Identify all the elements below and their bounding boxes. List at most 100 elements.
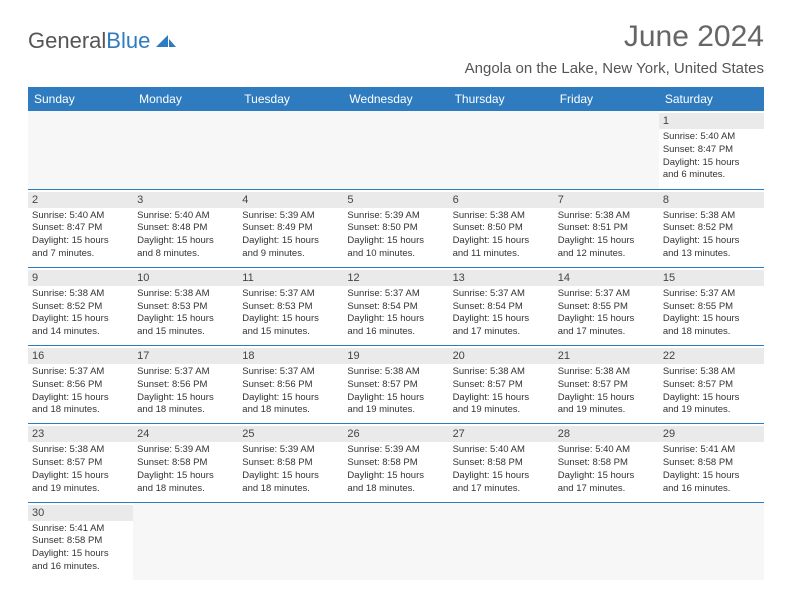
info-line: and 19 minutes.	[663, 404, 760, 417]
info-line: Sunrise: 5:38 AM	[347, 366, 444, 379]
calendar-body: 1Sunrise: 5:40 AMSunset: 8:47 PMDaylight…	[28, 111, 764, 580]
calendar-cell: 8Sunrise: 5:38 AMSunset: 8:52 PMDaylight…	[659, 189, 764, 267]
info-line: Sunset: 8:52 PM	[663, 222, 760, 235]
calendar-cell	[28, 111, 133, 189]
info-line: and 14 minutes.	[32, 326, 129, 339]
info-line: Daylight: 15 hours	[558, 313, 655, 326]
day-number: 20	[449, 348, 554, 364]
info-line: Sunset: 8:48 PM	[137, 222, 234, 235]
info-line: Sunset: 8:56 PM	[32, 379, 129, 392]
day-number: 2	[28, 192, 133, 208]
day-info: Sunrise: 5:39 AMSunset: 8:58 PMDaylight:…	[347, 444, 444, 495]
day-info: Sunrise: 5:39 AMSunset: 8:58 PMDaylight:…	[242, 444, 339, 495]
calendar-cell: 9Sunrise: 5:38 AMSunset: 8:52 PMDaylight…	[28, 267, 133, 345]
info-line: Sunrise: 5:39 AM	[137, 444, 234, 457]
info-line: Sunrise: 5:38 AM	[558, 210, 655, 223]
calendar-cell: 15 Sunrise: 5:37 AMSunset: 8:55 PMDayligh…	[659, 267, 764, 345]
info-line: and 19 minutes.	[453, 404, 550, 417]
weekday-header: Wednesday	[343, 87, 448, 111]
info-line: Sunset: 8:58 PM	[137, 457, 234, 470]
info-line: Daylight: 15 hours	[663, 235, 760, 248]
weekday-header: Saturday	[659, 87, 764, 111]
info-line: and 10 minutes.	[347, 248, 444, 261]
calendar-cell: 13Sunrise: 5:37 AMSunset: 8:54 PMDayligh…	[449, 267, 554, 345]
info-line: Sunrise: 5:41 AM	[663, 444, 760, 457]
info-line: and 17 minutes.	[453, 483, 550, 496]
info-line: Sunset: 8:58 PM	[453, 457, 550, 470]
info-line: and 18 minutes.	[242, 404, 339, 417]
day-number: 9	[28, 270, 133, 286]
info-line: and 18 minutes.	[242, 483, 339, 496]
info-line: Sunset: 8:57 PM	[453, 379, 550, 392]
info-line: Sunset: 8:58 PM	[663, 457, 760, 470]
info-line: Sunset: 8:58 PM	[558, 457, 655, 470]
info-line: Daylight: 15 hours	[137, 392, 234, 405]
calendar-cell: 3 Sunrise: 5:40 AMSunset: 8:48 PMDaylight…	[133, 189, 238, 267]
info-line: Daylight: 15 hours	[453, 313, 550, 326]
info-line: and 13 minutes.	[663, 248, 760, 261]
day-number: 15	[659, 270, 764, 286]
info-line: Daylight: 15 hours	[137, 313, 234, 326]
day-info: Sunrise: 5:37 AMSunset: 8:55 PMDaylight:…	[663, 288, 760, 339]
day-info: Sunrise: 5:38 AMSunset: 8:57 PMDaylight:…	[663, 366, 760, 417]
day-info: Sunrise: 5:37 AMSunset: 8:56 PMDaylight:…	[137, 366, 234, 417]
info-line: and 17 minutes.	[558, 483, 655, 496]
day-info: Sunrise: 5:37 AMSunset: 8:54 PMDaylight:…	[347, 288, 444, 339]
info-line: Daylight: 15 hours	[558, 470, 655, 483]
calendar-cell: 30Sunrise: 5:41 AMSunset: 8:58 PMDayligh…	[28, 502, 133, 580]
info-line: Sunrise: 5:37 AM	[32, 366, 129, 379]
info-line: Sunrise: 5:38 AM	[663, 366, 760, 379]
calendar-cell	[133, 502, 238, 580]
day-info: Sunrise: 5:40 AMSunset: 8:47 PMDaylight:…	[663, 131, 760, 182]
day-number: 8	[659, 192, 764, 208]
day-info: Sunrise: 5:41 AMSunset: 8:58 PMDaylight:…	[32, 523, 129, 574]
info-line: Daylight: 15 hours	[663, 157, 760, 170]
calendar-cell	[449, 502, 554, 580]
day-info: Sunrise: 5:40 AMSunset: 8:48 PMDaylight:…	[137, 210, 234, 261]
weekday-header: Tuesday	[238, 87, 343, 111]
day-number: 3	[133, 192, 238, 208]
calendar-cell: 22Sunrise: 5:38 AMSunset: 8:57 PMDayligh…	[659, 346, 764, 424]
info-line: Daylight: 15 hours	[347, 392, 444, 405]
calendar-cell: 14Sunrise: 5:37 AMSunset: 8:55 PMDayligh…	[554, 267, 659, 345]
calendar-cell: 19Sunrise: 5:38 AMSunset: 8:57 PMDayligh…	[343, 346, 448, 424]
logo-part2: Blue	[106, 28, 150, 53]
day-number: 11	[238, 270, 343, 286]
sail-icon	[154, 33, 178, 49]
day-number: 14	[554, 270, 659, 286]
calendar-cell: 29Sunrise: 5:41 AMSunset: 8:58 PMDayligh…	[659, 424, 764, 502]
month-title: June 2024	[465, 20, 764, 54]
info-line: Sunset: 8:53 PM	[137, 301, 234, 314]
info-line: Sunrise: 5:37 AM	[137, 366, 234, 379]
info-line: Sunset: 8:56 PM	[242, 379, 339, 392]
info-line: Daylight: 15 hours	[137, 235, 234, 248]
info-line: and 19 minutes.	[558, 404, 655, 417]
calendar-row: 30Sunrise: 5:41 AMSunset: 8:58 PMDayligh…	[28, 502, 764, 580]
day-number: 17	[133, 348, 238, 364]
calendar-cell: 20Sunrise: 5:38 AMSunset: 8:57 PMDayligh…	[449, 346, 554, 424]
info-line: Sunrise: 5:39 AM	[242, 210, 339, 223]
info-line: Sunset: 8:47 PM	[663, 144, 760, 157]
info-line: and 15 minutes.	[242, 326, 339, 339]
info-line: Sunset: 8:55 PM	[663, 301, 760, 314]
info-line: Sunset: 8:54 PM	[347, 301, 444, 314]
calendar-cell	[554, 111, 659, 189]
info-line: and 18 minutes.	[32, 404, 129, 417]
info-line: Daylight: 15 hours	[242, 470, 339, 483]
info-line: Sunrise: 5:40 AM	[558, 444, 655, 457]
calendar-cell: 11Sunrise: 5:37 AMSunset: 8:53 PMDayligh…	[238, 267, 343, 345]
day-info: Sunrise: 5:37 AMSunset: 8:56 PMDaylight:…	[242, 366, 339, 417]
info-line: and 12 minutes.	[558, 248, 655, 261]
info-line: and 18 minutes.	[663, 326, 760, 339]
day-number: 10	[133, 270, 238, 286]
info-line: and 16 minutes.	[663, 483, 760, 496]
title-block: June 2024 Angola on the Lake, New York, …	[465, 20, 764, 77]
info-line: Sunset: 8:57 PM	[347, 379, 444, 392]
day-number: 29	[659, 426, 764, 442]
info-line: Sunset: 8:58 PM	[32, 535, 129, 548]
info-line: Daylight: 15 hours	[347, 470, 444, 483]
info-line: Daylight: 15 hours	[453, 470, 550, 483]
day-number: 4	[238, 192, 343, 208]
day-info: Sunrise: 5:39 AMSunset: 8:50 PMDaylight:…	[347, 210, 444, 261]
day-number: 12	[343, 270, 448, 286]
